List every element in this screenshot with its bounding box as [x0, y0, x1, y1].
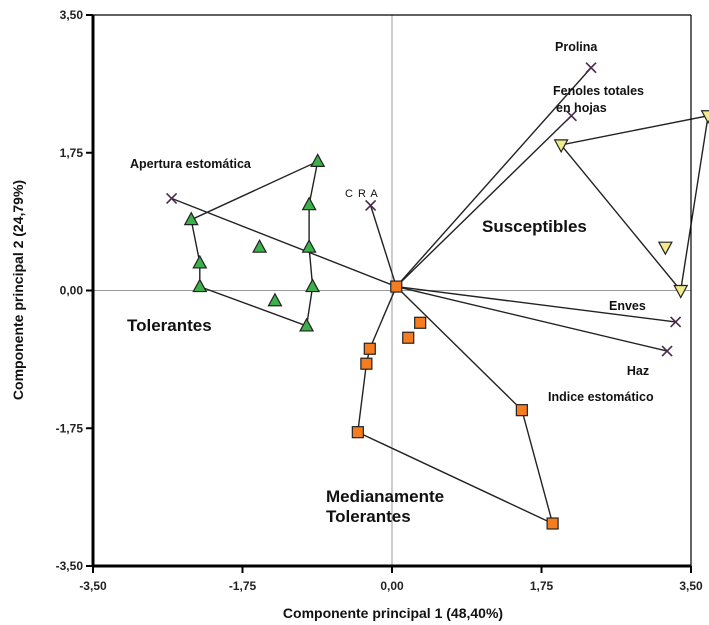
variable-vectors: [166, 62, 682, 357]
point-0-0: [310, 153, 326, 168]
y-tick-label-2: 0,00: [60, 284, 84, 298]
x-tick-label-3: 1,75: [530, 579, 554, 593]
vector-line-5: [396, 285, 668, 352]
point-0-6: [301, 238, 317, 253]
vector-marker-2: [166, 192, 178, 204]
variable-label-2: en hojas: [556, 101, 607, 115]
point-2-3: [363, 342, 376, 355]
vector-line-2: [171, 197, 397, 288]
vector-line-0: [395, 67, 592, 288]
vector-marker-5: [661, 345, 673, 357]
group-label-1: Susceptibles: [482, 217, 587, 236]
point-2-6: [515, 404, 528, 417]
point-2-7: [546, 517, 559, 530]
variable-label-7: Indice estomático: [548, 390, 654, 404]
point-1-2: [657, 241, 673, 256]
y-tick-label-4: 3,50: [60, 8, 84, 22]
point-0-9: [299, 317, 315, 332]
y-tick-label-0: -3,50: [56, 559, 84, 573]
group-label-2-line-1: Tolerantes: [326, 507, 411, 526]
point-1-0: [700, 110, 709, 125]
point-2-4: [360, 357, 373, 370]
x-tick-label-0: -3,50: [79, 579, 107, 593]
point-0-7: [305, 278, 321, 293]
point-2-1: [414, 316, 427, 329]
y-axis-title: Componente principal 2 (24,79%): [10, 180, 26, 400]
hull-1: [559, 114, 709, 293]
group-hulls: [190, 114, 709, 525]
point-2-2: [402, 331, 415, 344]
vector-marker-3: [365, 199, 377, 212]
vector-line-3: [369, 205, 397, 287]
vector-marker-1: [565, 110, 577, 122]
variable-label-0: Prolina: [555, 40, 598, 54]
variable-label-6: Haz: [627, 364, 649, 378]
point-0-3: [192, 278, 208, 293]
point-2-0: [390, 280, 403, 293]
point-1-3: [673, 284, 689, 299]
vector-line-4: [396, 285, 676, 323]
variable-label-5: Enves: [609, 299, 646, 313]
point-0-8: [267, 292, 283, 307]
y-tick-label-3: 1,75: [60, 146, 84, 160]
axis-ticks: -3,50 -1,75 0,00 1,75 3,50 -3,50 -1,75 0,00 1,75…: [56, 8, 703, 593]
x-axis-title: Componente principal 1 (48,40%): [283, 605, 503, 621]
variable-label-1: Fenoles totales: [553, 84, 644, 98]
x-tick-label-1: -1,75: [229, 579, 257, 593]
data-points: [183, 110, 709, 530]
y-tick-label-1: -1,75: [56, 421, 84, 435]
vector-line-1: [395, 115, 572, 288]
vector-marker-4: [670, 316, 682, 328]
x-tick-label-4: 3,50: [679, 579, 703, 593]
variable-label-4: C R A: [345, 188, 379, 200]
group-label-0: Tolerantes: [127, 316, 212, 335]
hull-0: [190, 160, 319, 327]
annotations: Prolina Fenoles totales en hojas Apertura e…: [127, 40, 654, 526]
x-tick-label-2: 0,00: [380, 579, 404, 593]
variable-label-3: Apertura estomática: [130, 157, 252, 171]
point-0-2: [192, 254, 208, 269]
point-1-1: [553, 139, 569, 154]
point-0-5: [301, 196, 317, 211]
point-2-5: [351, 426, 364, 439]
point-0-1: [183, 211, 199, 226]
group-label-2-line-0: Medianamente: [326, 487, 444, 506]
vector-marker-0: [585, 62, 597, 74]
point-0-4: [252, 238, 268, 253]
